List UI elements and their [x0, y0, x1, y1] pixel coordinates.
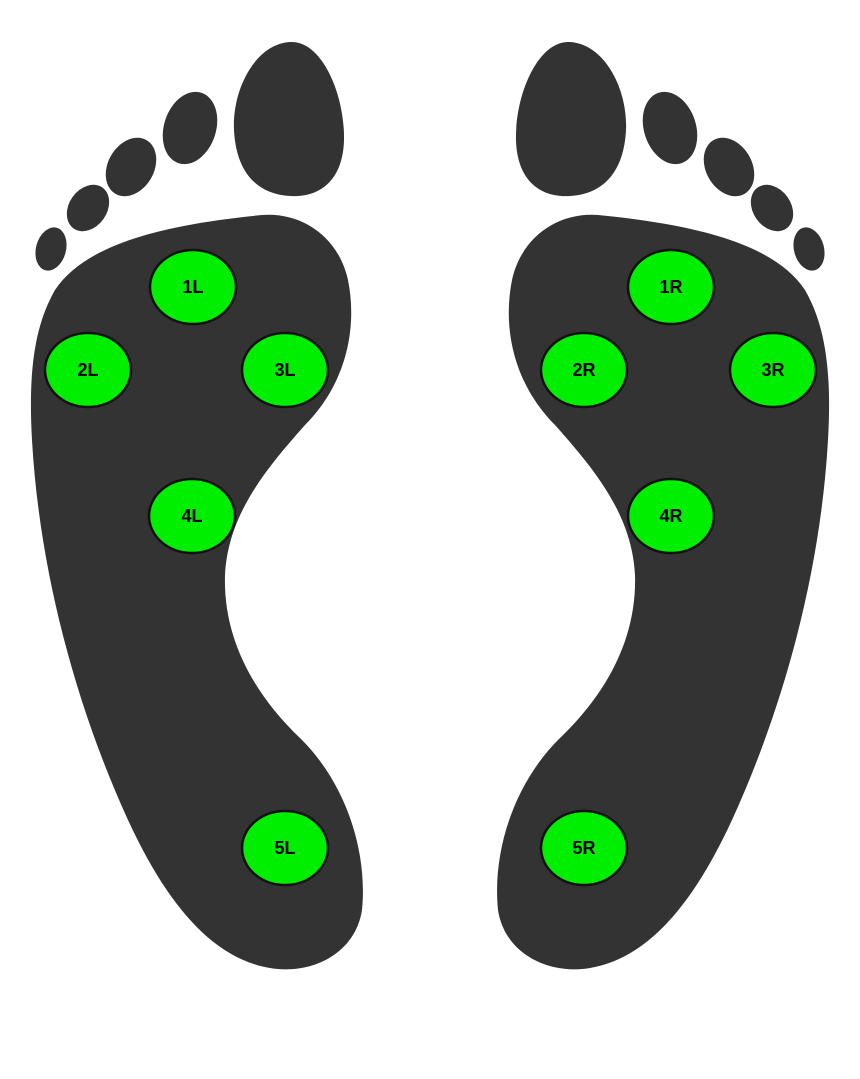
sensor-2L-label: 2L — [77, 360, 98, 380]
right-toe-5 — [793, 227, 825, 271]
sensor-3R-label: 3R — [761, 360, 784, 380]
sensor-2L-dot[interactable] — [43, 331, 133, 409]
sensor-1L[interactable]: 1L — [148, 248, 238, 326]
sensor-4L-label: 4L — [181, 506, 202, 526]
sensor-3R[interactable]: 3R — [728, 331, 818, 409]
sensor-2R-label: 2R — [572, 360, 595, 380]
sensor-4L-dot[interactable] — [147, 477, 237, 555]
sensor-5R[interactable]: 5R — [539, 809, 629, 887]
sensor-3L-dot[interactable] — [240, 331, 330, 409]
right-toe-4 — [750, 184, 794, 232]
left-toe-3 — [105, 137, 157, 197]
left-foot: 1L 2L 3L 4L 5L — [30, 41, 363, 970]
sensor-3L[interactable]: 3L — [240, 331, 330, 409]
sensor-5L-label: 5L — [274, 838, 295, 858]
sensor-3L-label: 3L — [274, 360, 295, 380]
sensor-1L-label: 1L — [182, 277, 203, 297]
sensor-5R-label: 5R — [572, 838, 595, 858]
sensor-2R-dot[interactable] — [539, 331, 629, 409]
right-toe-2 — [642, 91, 698, 165]
sensor-4R-label: 4R — [659, 506, 682, 526]
right-foot: 1R 2R 3R 4R 5R — [497, 41, 830, 970]
sensor-4R-dot[interactable] — [626, 477, 716, 555]
sensor-1L-dot[interactable] — [148, 248, 238, 326]
sensor-1R-dot[interactable] — [626, 248, 716, 326]
sensor-2R[interactable]: 2R — [539, 331, 629, 409]
left-toe-4 — [66, 184, 110, 232]
right-toe-3 — [703, 137, 755, 197]
sensor-2L[interactable]: 2L — [43, 331, 133, 409]
right-big-toe — [515, 41, 627, 197]
left-toe-2 — [162, 91, 218, 165]
sensor-4R[interactable]: 4R — [626, 477, 716, 555]
sensor-1R-label: 1R — [659, 277, 682, 297]
sensor-5L[interactable]: 5L — [240, 809, 330, 887]
sensor-3R-dot[interactable] — [728, 331, 818, 409]
sensor-5L-dot[interactable] — [240, 809, 330, 887]
sensor-5R-dot[interactable] — [539, 809, 629, 887]
left-big-toe — [233, 41, 345, 197]
sensor-1R[interactable]: 1R — [626, 248, 716, 326]
left-toe-5 — [35, 227, 67, 271]
sensor-4L[interactable]: 4L — [147, 477, 237, 555]
